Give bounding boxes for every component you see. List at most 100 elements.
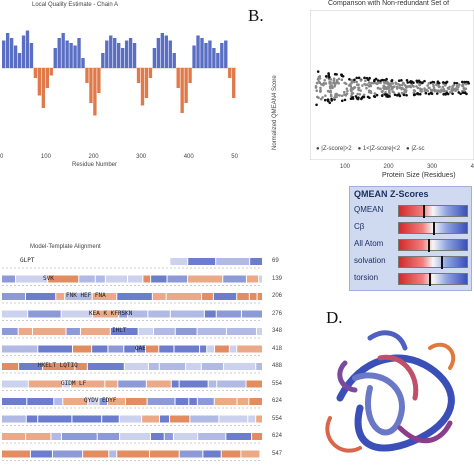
scatter-point: [403, 84, 407, 87]
quality-bar: [172, 53, 176, 68]
scatter-point: [372, 94, 376, 98]
quality-bar: [117, 43, 121, 68]
alignment-segment: [170, 415, 190, 423]
zscore-marker: [428, 273, 431, 286]
scatter-point: [385, 81, 388, 85]
scatter-point: [318, 90, 322, 93]
alignment-segment: [216, 258, 250, 265]
alignment-segment: [105, 380, 118, 388]
alignment-segment: [208, 380, 217, 388]
zscore-bar: [398, 273, 468, 286]
scatter-point: [380, 94, 384, 98]
quality-bar: [184, 68, 188, 103]
scatter-point: [319, 97, 323, 101]
alignment-segment: [259, 275, 262, 283]
scatter-point: [354, 95, 358, 98]
scatter-point: [382, 84, 385, 88]
scatter-point: [315, 89, 319, 93]
scatter-point: [378, 87, 382, 91]
scatter-point: [340, 78, 344, 81]
alignment-segment: [219, 415, 248, 423]
scatter-point: [405, 78, 409, 82]
quality-bar: [144, 68, 149, 98]
scatter-point: [400, 91, 404, 95]
quality-bar: [160, 33, 165, 68]
alignment-segment: [241, 450, 260, 458]
scatter-point: [345, 87, 349, 90]
tick-label: 50: [231, 154, 238, 160]
alignment-segment: [128, 275, 143, 283]
quality-bar: [17, 53, 22, 68]
scatter-point: [426, 89, 430, 93]
scatter-point: [363, 76, 366, 80]
scatter-point: [442, 88, 446, 91]
alignment-segment: [186, 363, 201, 370]
scatter-point: [437, 85, 441, 89]
alignment-sequence-text: FNK HEF FNA: [66, 292, 106, 299]
alignment-segment: [52, 450, 83, 458]
scatter-point: [392, 91, 396, 94]
zscore-bar: [398, 256, 468, 269]
scatter-point: [428, 86, 431, 90]
quality-bar: [212, 48, 216, 68]
scatter-point: [376, 79, 380, 82]
scatter-point: [457, 91, 461, 94]
alignment-segment: [204, 310, 216, 318]
scatter-point: [324, 74, 328, 78]
scatter-point: [320, 83, 323, 86]
quality-bar: [21, 35, 26, 68]
scatter-point: [327, 73, 331, 77]
alignment-segment: [229, 345, 237, 353]
quality-bar: [148, 68, 153, 78]
tick-label: 200: [88, 154, 99, 160]
scatter-point: [323, 98, 327, 102]
quality-bar: [33, 68, 38, 78]
scatter-point: [441, 81, 445, 84]
scatter-point: [460, 80, 464, 84]
scatter-point: [330, 99, 334, 102]
scatter-point: [358, 92, 362, 96]
quality-bar: [196, 35, 200, 68]
scatter-point: [445, 91, 449, 95]
scatter-point: [321, 96, 324, 99]
scatter-point: [364, 79, 367, 83]
scatter-point: [403, 88, 407, 92]
alignment-sequence-text: QAE: [135, 344, 146, 352]
scatter-point: [353, 78, 356, 82]
scatter-point: [385, 94, 389, 97]
alignment-segment: [256, 328, 262, 335]
alignment-segment: [166, 293, 202, 300]
quality-bar: [53, 48, 57, 68]
alignment-segment: [2, 398, 27, 405]
alignment-segment: [28, 310, 61, 318]
alignment-segment: [66, 328, 80, 335]
alignment-line-number: 624: [272, 398, 283, 404]
alignment-segment: [124, 363, 148, 370]
alignment-segment: [249, 293, 257, 300]
scatter-point: [375, 93, 379, 97]
zscore-label: Cβ: [354, 222, 365, 231]
alignment-segment: [109, 450, 117, 458]
panel-a-xlabel: Residue Number: [72, 162, 118, 168]
scatter-point: [335, 79, 339, 83]
scatter-point: [421, 81, 424, 84]
scatter-point: [362, 93, 366, 97]
alignment-segment: [63, 398, 88, 405]
alignment-segment: [71, 380, 105, 388]
tick-label: 400: [183, 154, 194, 160]
scatter-point: [397, 83, 400, 86]
quality-bar: [89, 68, 93, 103]
scatter-point: [332, 77, 336, 81]
scatter-point: [444, 81, 447, 85]
scatter-point: [401, 81, 405, 85]
scatter-point: [451, 92, 454, 95]
alignment-line-number: 547: [272, 450, 283, 457]
scatter-point: [466, 80, 470, 84]
alignment-segment: [110, 328, 138, 335]
alignment-segment: [246, 275, 259, 283]
scatter-point: [380, 78, 384, 82]
alignment-segment: [164, 433, 173, 440]
scatter-point: [461, 91, 465, 94]
quality-bar: [29, 43, 34, 68]
scatter-point: [329, 81, 333, 84]
